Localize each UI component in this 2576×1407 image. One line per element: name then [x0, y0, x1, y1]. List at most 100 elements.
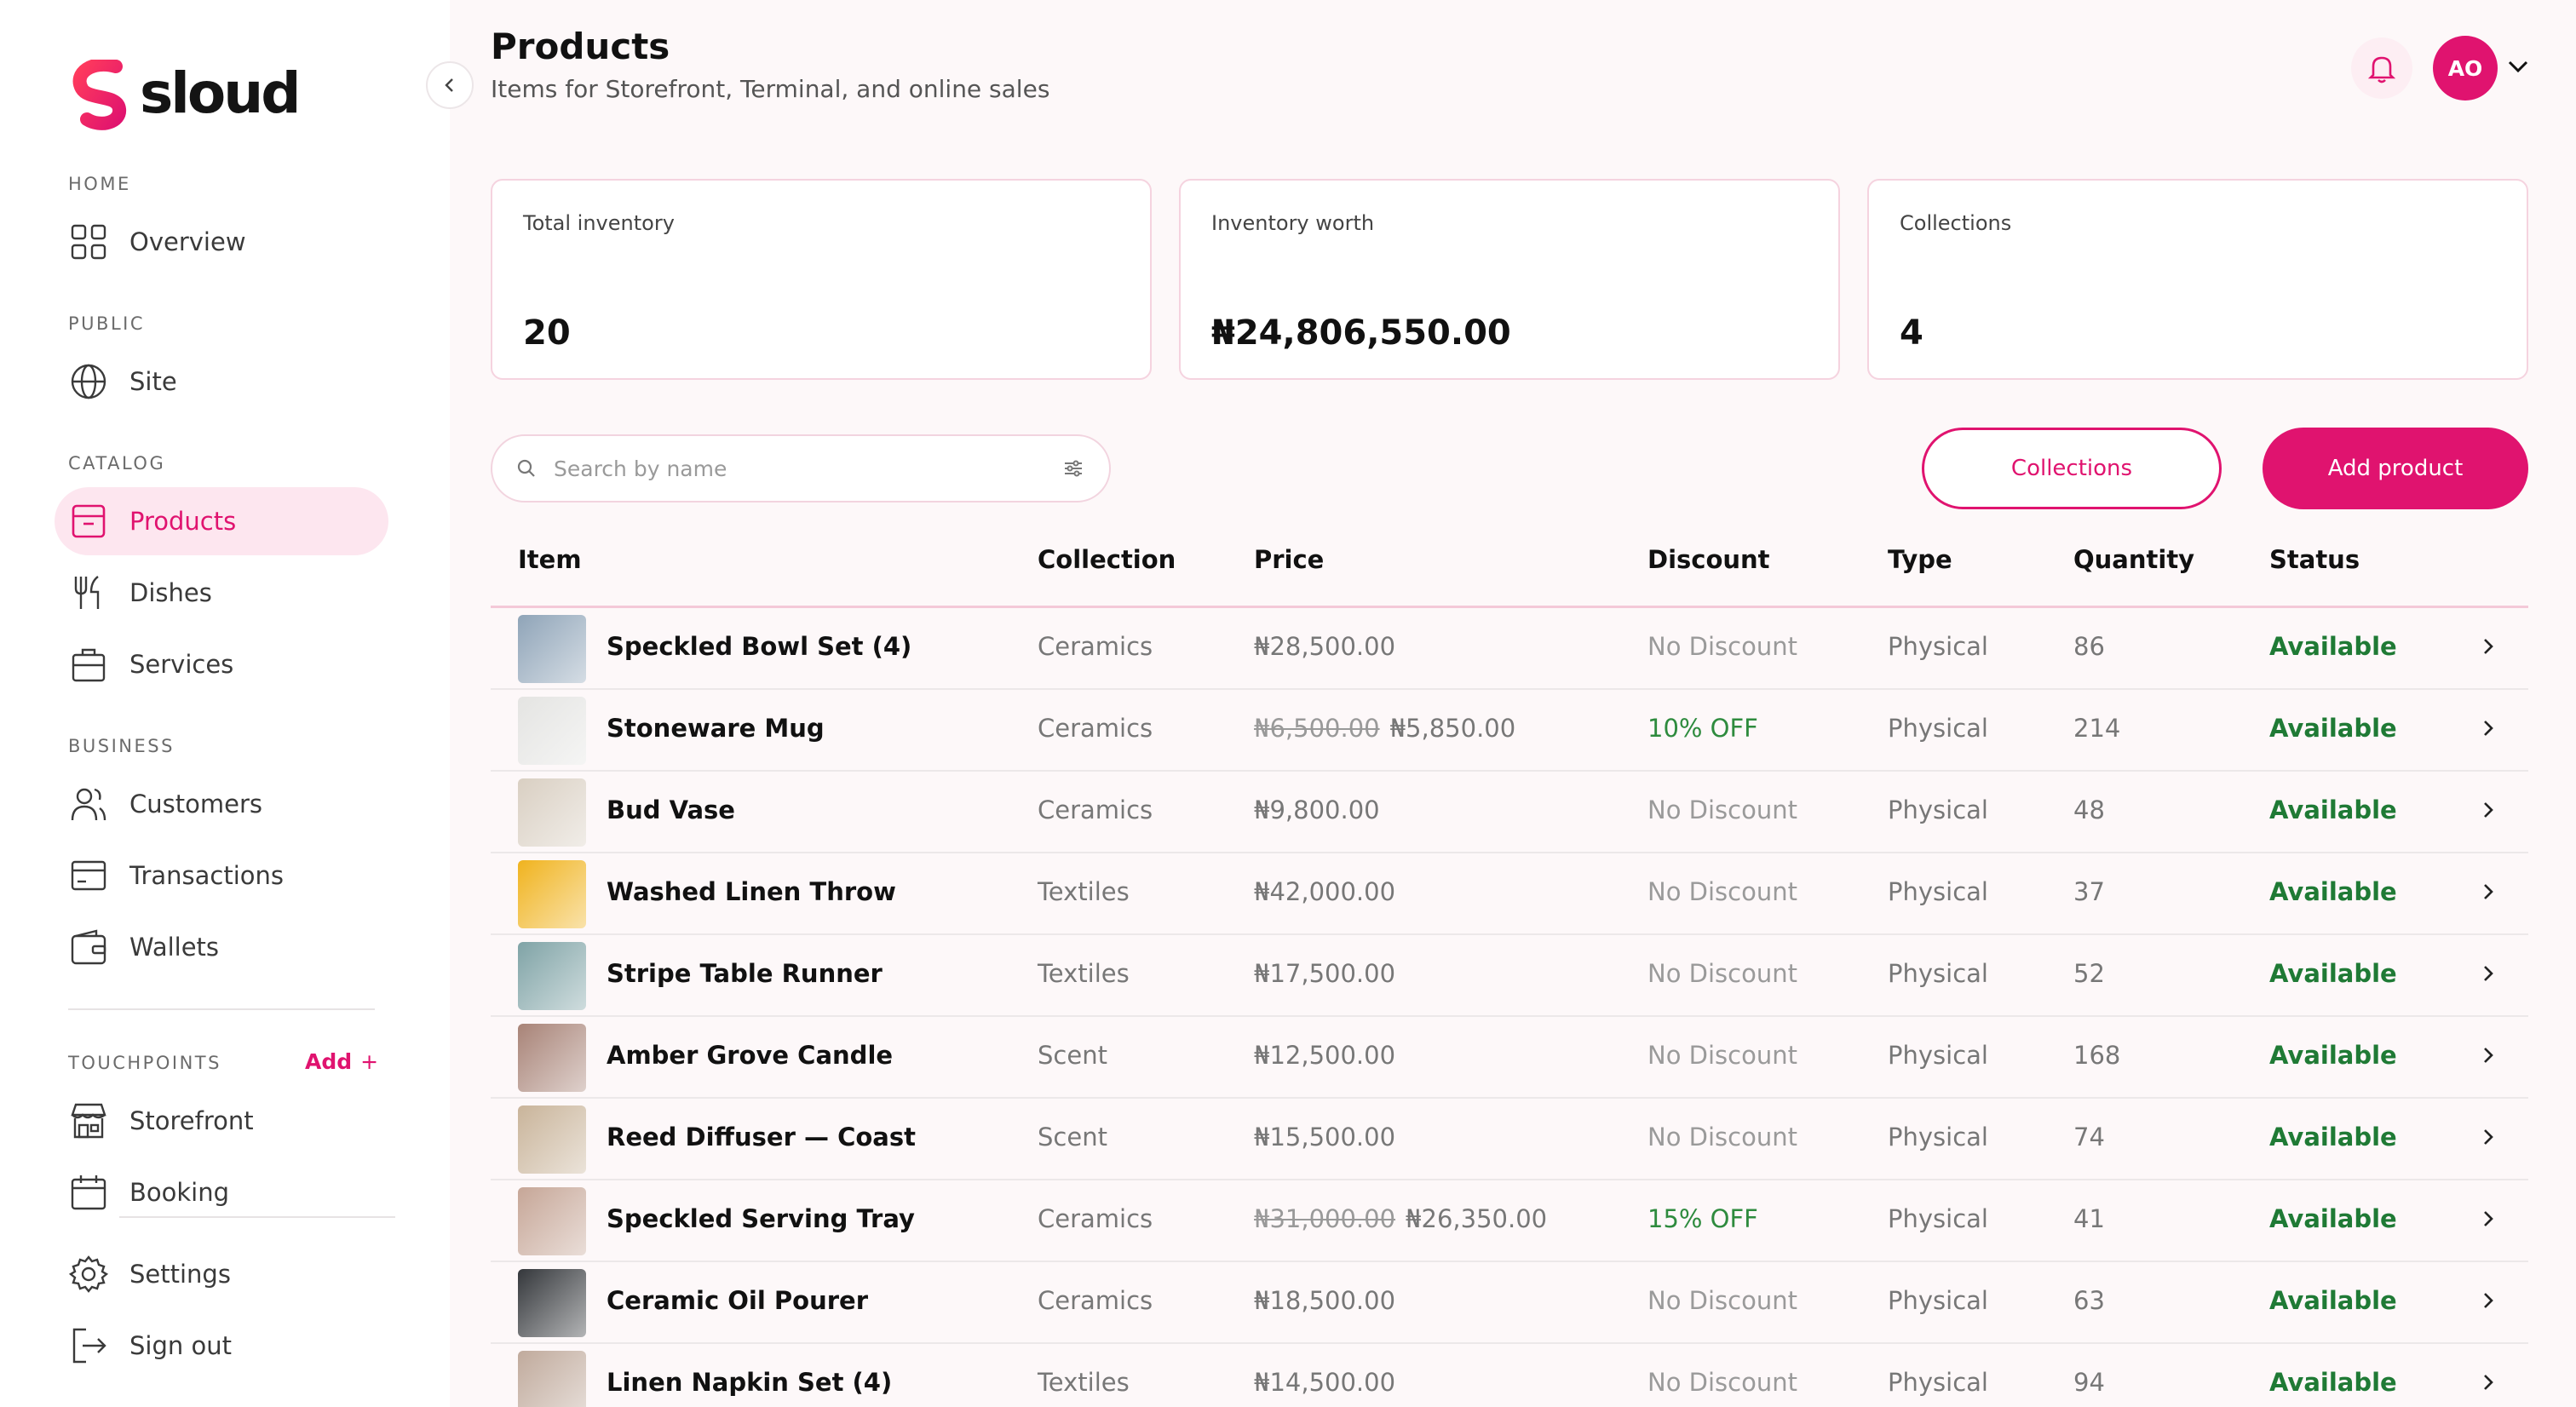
product-quantity: 74 [2073, 1123, 2105, 1151]
product-collection: Ceramics [1038, 795, 1153, 824]
add-product-button[interactable]: Add product [2263, 428, 2528, 509]
column-header-collection[interactable]: Collection [1038, 545, 1176, 574]
product-collection: Textiles [1038, 959, 1130, 988]
sidebar-item-label: Wallets [129, 933, 220, 962]
sidebar-item-transactions[interactable]: Transactions [55, 841, 388, 910]
table-row[interactable]: Ceramic Oil Pourer Ceramics ₦18,500.00 N… [491, 1262, 2528, 1344]
sidebar-item-dishes[interactable]: Dishes [55, 559, 388, 627]
product-price: ₦17,500.00 [1254, 959, 1395, 988]
column-header-discount[interactable]: Discount [1647, 545, 1770, 574]
sidebar-item-label: Transactions [129, 861, 285, 890]
product-discount: 15% OFF [1647, 1204, 1758, 1233]
search-input[interactable] [554, 456, 1061, 481]
wallet-icon [68, 927, 109, 968]
table-row[interactable]: Reed Diffuser — Coast Scent ₦15,500.00 N… [491, 1099, 2528, 1180]
product-thumbnail [518, 942, 586, 1010]
stat-card-inventory-worth: Inventory worth ₦24,806,550.00 [1179, 179, 1840, 380]
current-price: ₦15,500.00 [1254, 1123, 1396, 1151]
stat-value: 20 [523, 313, 571, 353]
sidebar-item-label: Products [129, 507, 237, 536]
sidebar-item-overview[interactable]: Overview [55, 208, 388, 276]
column-header-item[interactable]: Item [518, 545, 582, 574]
product-name: Washed Linen Throw [607, 877, 896, 906]
product-quantity: 94 [2073, 1368, 2105, 1397]
product-type: Physical [1888, 959, 1988, 988]
chevron-down-icon[interactable] [2504, 53, 2532, 80]
product-name: Stoneware Mug [607, 714, 825, 743]
stat-value: 4 [1900, 313, 1923, 353]
sidebar-item-customers[interactable]: Customers [55, 770, 388, 838]
column-header-quantity[interactable]: Quantity [2073, 545, 2195, 574]
chevron-right-icon[interactable] [2475, 797, 2501, 823]
chevron-right-icon[interactable] [2475, 1042, 2501, 1068]
product-type: Physical [1888, 795, 1988, 824]
table-header: Item Collection Price Discount Type Quan… [491, 526, 2528, 608]
column-header-type[interactable]: Type [1888, 545, 1952, 574]
sidebar: sloud HOME Overview PUBLIC Site CATALOG … [0, 0, 450, 1407]
add-touchpoint-button[interactable]: Add + [305, 1049, 378, 1074]
product-type: Physical [1888, 1368, 1988, 1397]
product-thumbnail [518, 1269, 586, 1337]
product-quantity: 168 [2073, 1041, 2121, 1070]
chevron-right-icon[interactable] [2475, 961, 2501, 986]
product-discount: No Discount [1647, 877, 1797, 906]
product-type: Physical [1888, 714, 1988, 743]
product-thumbnail [518, 860, 586, 928]
table-row[interactable]: Stripe Table Runner Textiles ₦17,500.00 … [491, 935, 2528, 1017]
chevron-right-icon[interactable] [2475, 715, 2501, 741]
sidebar-item-sign-out[interactable]: Sign out [55, 1312, 388, 1380]
chevron-right-icon[interactable] [2475, 1206, 2501, 1232]
chevron-right-icon[interactable] [2475, 879, 2501, 904]
product-price: ₦15,500.00 [1254, 1123, 1395, 1151]
product-price: ₦12,500.00 [1254, 1041, 1395, 1070]
sidebar-item-services[interactable]: Services [55, 630, 388, 698]
product-collection: Scent [1038, 1041, 1107, 1070]
table-row[interactable]: Bud Vase Ceramics ₦9,800.00 No Discount … [491, 772, 2528, 853]
sidebar-item-label: Settings [129, 1260, 231, 1289]
product-quantity: 37 [2073, 877, 2105, 906]
page-title: Products [491, 26, 670, 67]
column-header-status[interactable]: Status [2269, 545, 2360, 574]
grid-icon [68, 221, 109, 262]
collapse-sidebar-button[interactable] [426, 61, 474, 109]
chevron-right-icon[interactable] [2475, 1370, 2501, 1395]
column-header-price[interactable]: Price [1254, 545, 1325, 574]
sidebar-item-label: Dishes [129, 578, 212, 607]
sidebar-item-storefront[interactable]: Storefront [55, 1087, 388, 1155]
product-quantity: 63 [2073, 1286, 2105, 1315]
sidebar-item-booking[interactable]: Booking [55, 1158, 388, 1226]
table-row[interactable]: Linen Napkin Set (4) Textiles ₦14,500.00… [491, 1344, 2528, 1407]
product-type: Physical [1888, 632, 1988, 661]
chevron-right-icon[interactable] [2475, 1124, 2501, 1150]
table-row[interactable]: Speckled Bowl Set (4) Ceramics ₦28,500.0… [491, 608, 2528, 690]
chevron-right-icon[interactable] [2475, 1288, 2501, 1313]
brand-name: sloud [140, 60, 301, 126]
product-type: Physical [1888, 1204, 1988, 1233]
sidebar-item-site[interactable]: Site [55, 347, 388, 416]
table-row[interactable]: Stoneware Mug Ceramics ₦6,500.00 ₦5,850.0… [491, 690, 2528, 772]
avatar[interactable]: AO [2433, 36, 2498, 100]
sidebar-item-settings[interactable]: Settings [55, 1240, 388, 1308]
table-row[interactable]: Speckled Serving Tray Ceramics ₦31,000.0… [491, 1180, 2528, 1262]
table-row[interactable]: Amber Grove Candle Scent ₦12,500.00 No D… [491, 1017, 2528, 1099]
product-type: Physical [1888, 877, 1988, 906]
chevron-right-icon[interactable] [2475, 634, 2501, 659]
product-price: ₦6,500.00 ₦5,850.00 [1254, 714, 1515, 743]
current-price: ₦14,500.00 [1254, 1368, 1396, 1397]
notifications-button[interactable] [2351, 37, 2412, 99]
sidebar-item-label: Booking [129, 1178, 230, 1207]
box-icon [68, 501, 109, 542]
brand-logo[interactable]: sloud [66, 60, 301, 131]
product-status: Available [2269, 1286, 2397, 1315]
current-price: ₦26,350.00 [1406, 1204, 1548, 1233]
sidebar-item-wallets[interactable]: Wallets [55, 913, 388, 981]
product-price: ₦28,500.00 [1254, 632, 1395, 661]
product-collection: Scent [1038, 1123, 1107, 1151]
filter-icon[interactable] [1061, 457, 1085, 480]
sidebar-item-products[interactable]: Products [55, 487, 388, 555]
table-row[interactable]: Washed Linen Throw Textiles ₦42,000.00 N… [491, 853, 2528, 935]
product-price: ₦18,500.00 [1254, 1286, 1395, 1315]
sidebar-divider [119, 1216, 395, 1218]
logout-icon [68, 1325, 109, 1366]
collections-button[interactable]: Collections [1922, 428, 2222, 509]
